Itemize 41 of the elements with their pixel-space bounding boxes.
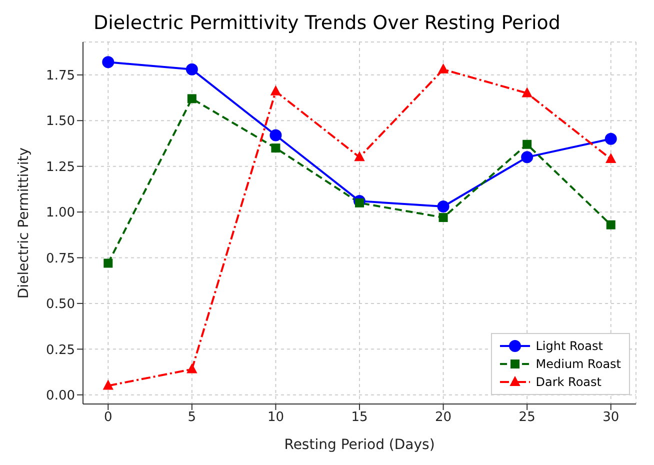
x-tick-label: 25 bbox=[518, 410, 536, 426]
legend-label: Dark Roast bbox=[536, 375, 602, 389]
y-tick-label: 1.25 bbox=[46, 160, 75, 175]
y-tick-label: 0.00 bbox=[46, 388, 75, 404]
point bbox=[102, 56, 114, 68]
point bbox=[270, 86, 281, 96]
point bbox=[187, 94, 196, 104]
y-axis-title: Dielectric Permittivity bbox=[16, 147, 32, 299]
legend-label: Medium Roast bbox=[536, 357, 621, 371]
y-tick-label: 1.00 bbox=[46, 206, 75, 221]
point bbox=[186, 63, 198, 76]
point bbox=[606, 154, 616, 164]
point bbox=[521, 151, 534, 164]
point bbox=[186, 364, 197, 374]
point bbox=[354, 152, 364, 162]
point bbox=[606, 220, 616, 230]
y-tick-label: 0.75 bbox=[46, 251, 75, 266]
y-tick-label: 0.25 bbox=[46, 342, 75, 358]
point bbox=[271, 144, 280, 153]
legend-label: Light Roast bbox=[536, 339, 603, 353]
point bbox=[438, 213, 448, 222]
x-tick-label: 0 bbox=[104, 410, 112, 426]
point bbox=[522, 140, 532, 149]
point bbox=[604, 132, 617, 145]
y-tick-label: 1.50 bbox=[46, 114, 75, 130]
point bbox=[522, 88, 532, 98]
y-tick-label: 1.75 bbox=[46, 68, 75, 84]
point bbox=[270, 129, 282, 142]
y-tick-label: 0.50 bbox=[46, 297, 75, 312]
x-axis-title: Resting Period (Days) bbox=[284, 437, 435, 453]
x-tick-label: 5 bbox=[188, 410, 196, 426]
point bbox=[103, 380, 114, 390]
point bbox=[104, 258, 113, 268]
point bbox=[438, 64, 448, 74]
point bbox=[437, 200, 450, 213]
x-tick-label: 15 bbox=[351, 410, 368, 426]
point bbox=[355, 198, 364, 208]
chart-title: Dielectric Permittivity Trends Over Resting Period bbox=[92, 11, 562, 36]
x-tick-label: 10 bbox=[267, 410, 284, 426]
x-tick-label: 20 bbox=[435, 410, 452, 426]
x-tick-label: 30 bbox=[602, 410, 620, 426]
